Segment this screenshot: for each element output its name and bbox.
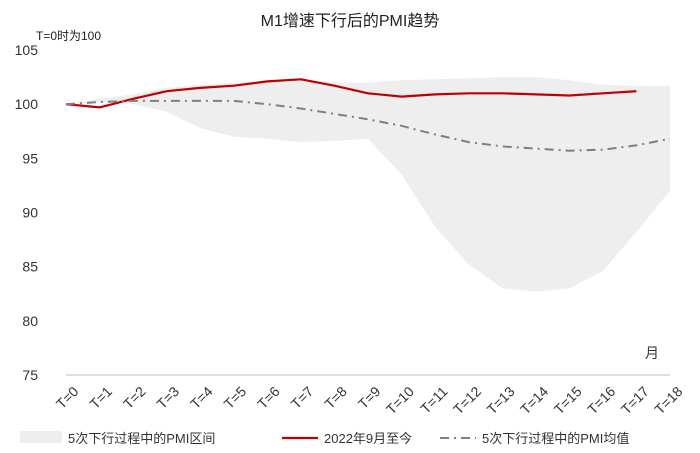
index-note: T=0时为100: [36, 29, 101, 43]
y-tick-label: 100: [15, 96, 39, 112]
x-tick-label: T=16: [584, 383, 618, 417]
legend-swatch-band: [20, 431, 62, 443]
x-tick-label: T=13: [484, 383, 518, 417]
pmi-range-band: [66, 77, 670, 292]
x-tick-label: T=14: [517, 383, 551, 417]
x-tick-label: T=7: [288, 383, 317, 412]
y-tick-label: 80: [22, 313, 38, 329]
x-tick-label: T=12: [450, 383, 484, 417]
x-tick-label: T=6: [254, 383, 283, 412]
legend: 5次下行过程中的PMI区间 2022年9月至今 5次下行过程中的PMI均值: [20, 431, 629, 446]
series-line-0: [65, 78, 637, 109]
series-line-1: [65, 99, 671, 152]
x-tick-label: T=10: [383, 383, 417, 417]
series-layer: [65, 78, 671, 152]
y-tick-label: 85: [22, 259, 38, 275]
x-tick-label: T=8: [321, 383, 350, 412]
legend-label-series-1: 5次下行过程中的PMI均值: [482, 431, 629, 446]
x-tick-label: T=3: [153, 383, 182, 412]
chart-title: M1增速下行后的PMI趋势: [261, 12, 440, 30]
x-tick-label: T=17: [618, 383, 652, 417]
x-tick-label: T=9: [355, 383, 384, 412]
x-tick-label: T=11: [417, 383, 451, 417]
x-axis-unit-label: 月: [645, 345, 659, 361]
y-tick-label: 75: [22, 367, 38, 383]
x-tick-label: T=2: [120, 383, 149, 412]
x-tick-label: T=18: [651, 383, 685, 417]
legend-label-series-0: 2022年9月至今: [324, 431, 412, 446]
y-tick-label: 105: [15, 42, 39, 58]
x-tick-label: T=1: [86, 383, 115, 412]
x-tick-label: T=15: [551, 383, 585, 417]
x-tick-label: T=0: [53, 383, 82, 412]
x-tick-label: T=5: [221, 383, 250, 412]
y-tick-label: 95: [22, 150, 38, 166]
legend-label-band: 5次下行过程中的PMI区间: [68, 431, 215, 446]
y-tick-label: 90: [22, 205, 38, 221]
pmi-range-band-layer: [66, 77, 670, 292]
x-tick-label: T=4: [187, 383, 216, 412]
